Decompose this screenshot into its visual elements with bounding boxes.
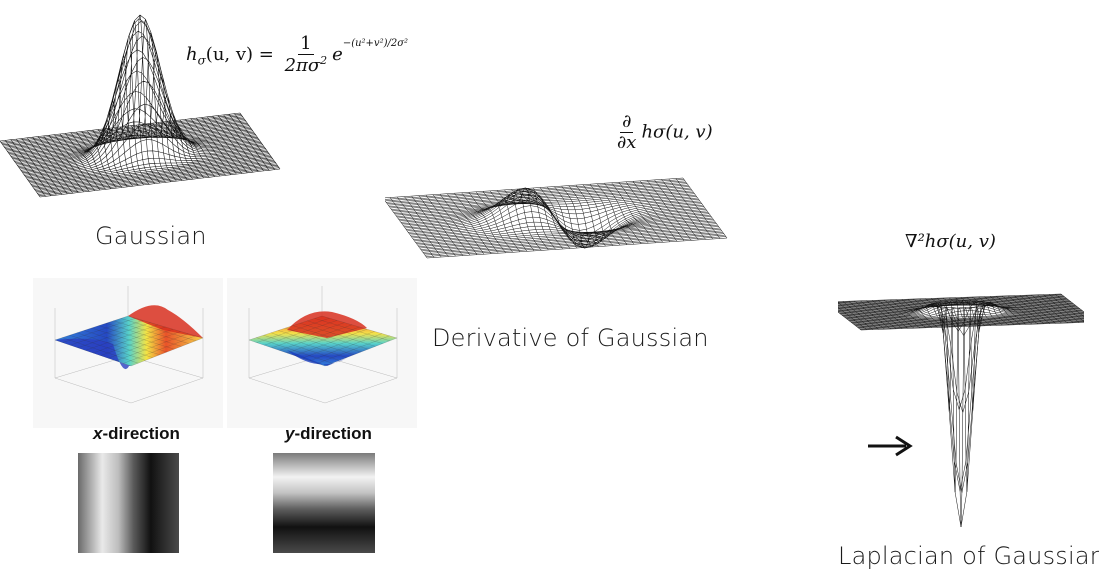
gaussian-surface	[0, 14, 281, 198]
x-direction-plot	[33, 278, 223, 428]
gaussian-formula: hσ(u, v) = 1 2πσ2 e−(u²+v²)/2σ²	[186, 33, 409, 76]
derivative-caption: Derivative of Gaussian	[432, 324, 709, 352]
laplacian-surface	[838, 293, 1084, 528]
x-direction-filter-image	[78, 453, 179, 553]
right-arrow-icon	[868, 435, 913, 457]
laplacian-formula: ∇²hσ(u, v)	[905, 231, 996, 252]
gaussian-caption: Gaussian	[95, 222, 207, 250]
laplacian-caption: Laplacian of Gaussian	[838, 542, 1099, 570]
x-direction-label: x-direction	[93, 424, 180, 443]
y-direction-label: y-direction	[285, 424, 372, 443]
derivative-surface	[385, 177, 728, 259]
y-direction-filter-image	[273, 453, 375, 553]
derivative-formula: ∂ ∂x hσ(u, v)	[617, 111, 713, 153]
y-direction-plot	[227, 278, 417, 428]
